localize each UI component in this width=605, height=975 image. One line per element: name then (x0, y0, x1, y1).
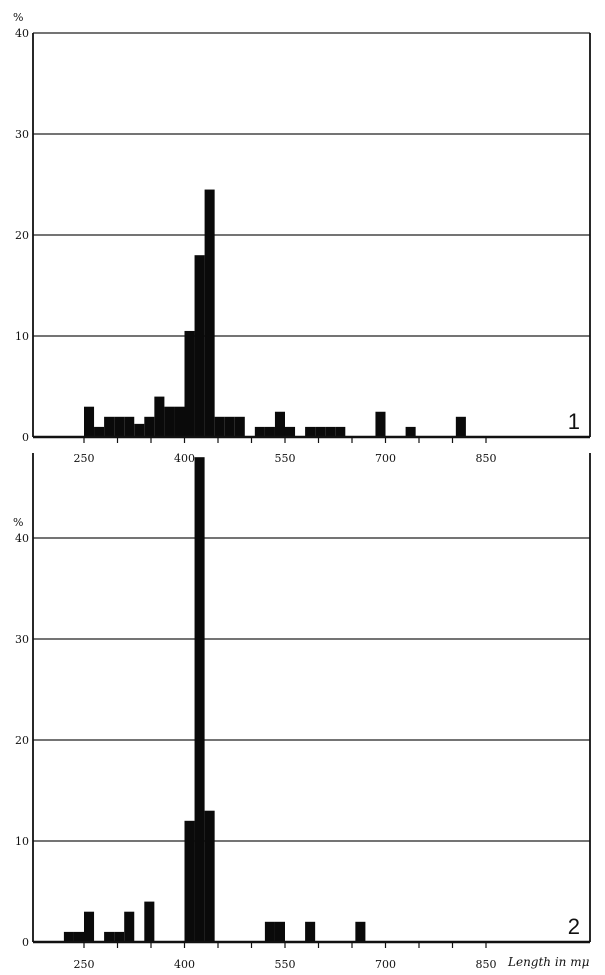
bar-250 (84, 911, 95, 942)
bar-310 (124, 911, 135, 942)
bar-430 (204, 189, 215, 437)
y-tick-label-20: 20 (15, 229, 29, 242)
panel-number: 1 (568, 409, 580, 434)
bar-310 (124, 416, 135, 437)
bar-805 (455, 416, 466, 437)
y-tick-label-40: 40 (15, 27, 29, 40)
x-tick-label-850: 850 (476, 452, 497, 465)
y-unit-label: % (13, 11, 23, 24)
x-tick-label-250: 250 (74, 452, 95, 465)
bar-535 (274, 921, 285, 942)
bar-280 (104, 931, 115, 942)
bar-655 (355, 921, 366, 942)
x-tick-label-250: 250 (74, 958, 95, 971)
x-tick-label-550: 550 (275, 958, 296, 971)
y-unit-label: % (13, 516, 23, 529)
x-tick-label-400: 400 (174, 452, 195, 465)
bar-580 (305, 426, 316, 437)
bar-625 (335, 426, 346, 437)
bar-250 (84, 406, 95, 437)
panel-1-histogram: 0 10 20 30 40% 250 400 550 700 850 1 (13, 11, 591, 465)
y-tick-label-20: 20 (15, 734, 29, 747)
bar-400 (184, 820, 195, 942)
bar-520 (264, 426, 275, 437)
bar-400 (184, 330, 195, 437)
y-tick-label-10: 10 (15, 330, 29, 343)
bar-340 (144, 901, 155, 942)
x-tick-label-700: 700 (375, 958, 396, 971)
bar-415 (194, 457, 205, 942)
x-tick-label-400: 400 (174, 958, 195, 971)
x-tick-label-850: 850 (476, 958, 497, 971)
bar-355 (154, 396, 165, 437)
bar-295 (114, 931, 125, 942)
bar-295 (114, 416, 125, 437)
x-tick-label-550: 550 (275, 452, 296, 465)
bar-520 (264, 921, 275, 942)
bar-580 (305, 921, 316, 942)
bar-430 (204, 810, 215, 942)
bar-535 (274, 411, 285, 437)
bar-235 (73, 931, 84, 942)
bar-445 (214, 416, 225, 437)
bar-415 (194, 255, 205, 437)
bar-325 (134, 423, 145, 437)
bar-595 (315, 426, 326, 437)
panel-2-histogram: 0 10 20 30 40% 250 400 550 700 850 2 Length in mμ (13, 453, 591, 971)
y-tick-label-0: 0 (22, 936, 29, 949)
bar-505 (254, 426, 265, 437)
y-tick-label-10: 10 (15, 835, 29, 848)
y-tick-label-40: 40 (15, 532, 29, 545)
bar-280 (104, 416, 115, 437)
bar-460 (224, 416, 235, 437)
y-tick-label-0: 0 (22, 431, 29, 444)
bar-610 (325, 426, 336, 437)
panel-number: 2 (568, 914, 580, 939)
bar-550 (285, 426, 296, 437)
bar-475 (234, 416, 245, 437)
bar-220 (63, 931, 74, 942)
bar-340 (144, 416, 155, 437)
bar-385 (174, 406, 185, 437)
bar-730 (405, 426, 416, 437)
x-tick-label-700: 700 (375, 452, 396, 465)
bar-265 (94, 426, 105, 437)
y-tick-label-30: 30 (15, 128, 29, 141)
bar-370 (164, 406, 175, 437)
x-axis-title: Length in mμ (507, 955, 590, 969)
y-tick-label-30: 30 (15, 633, 29, 646)
bar-685 (375, 411, 386, 437)
